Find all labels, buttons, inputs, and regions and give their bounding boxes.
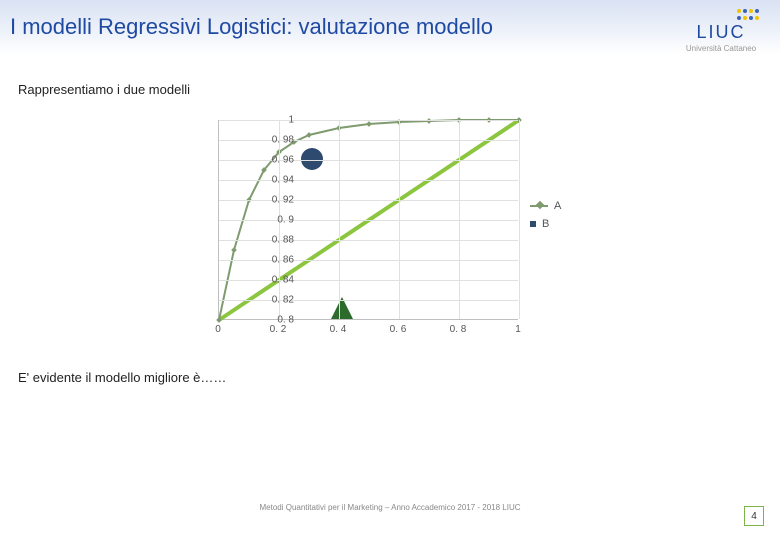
legend-item-a: A: [530, 200, 561, 212]
page-number: 4: [744, 506, 764, 526]
y-tick: 0. 94: [250, 175, 294, 186]
x-tick: 0. 2: [270, 324, 287, 335]
conclusion-text: E' evidente il modello migliore è……: [18, 370, 226, 385]
y-tick: 0. 92: [250, 195, 294, 206]
logo-name: LIUC: [676, 22, 766, 43]
y-tick: 0. 86: [250, 255, 294, 266]
x-tick: 0. 8: [450, 324, 467, 335]
y-tick: 0. 96: [250, 155, 294, 166]
footer-text: Metodi Quantitativi per il Marketing – A…: [0, 503, 780, 512]
logo-dots: [676, 6, 766, 20]
x-tick: 0. 4: [330, 324, 347, 335]
chart: A B 0 0. 2 0. 4 0. 6 0. 8 1 0. 8 0. 82 0. 84 0. 8…: [170, 120, 600, 340]
legend: A B: [530, 200, 561, 236]
legend-swatch-b: [530, 221, 536, 227]
subheading: Rappresentiamo i due modelli: [0, 54, 780, 97]
y-tick: 0. 8: [250, 315, 294, 326]
y-tick: 0. 9: [250, 215, 294, 226]
y-tick: 1: [250, 115, 294, 126]
legend-label-b: B: [542, 218, 549, 230]
y-tick: 0. 82: [250, 295, 294, 306]
logo: LIUC Università Cattaneo: [676, 6, 766, 53]
page-title: I modelli Regressivi Logistici: valutazi…: [10, 14, 770, 40]
x-tick: 0: [215, 324, 221, 335]
legend-swatch-a: [530, 205, 548, 207]
title-bar: I modelli Regressivi Logistici: valutazi…: [0, 0, 780, 54]
legend-item-b: B: [530, 218, 561, 230]
y-tick: 0. 84: [250, 275, 294, 286]
x-tick: 1: [515, 324, 521, 335]
y-tick: 0. 98: [250, 135, 294, 146]
logo-sub: Università Cattaneo: [676, 44, 766, 53]
y-tick: 0. 88: [250, 235, 294, 246]
x-tick: 0. 6: [390, 324, 407, 335]
legend-label-a: A: [554, 200, 561, 212]
